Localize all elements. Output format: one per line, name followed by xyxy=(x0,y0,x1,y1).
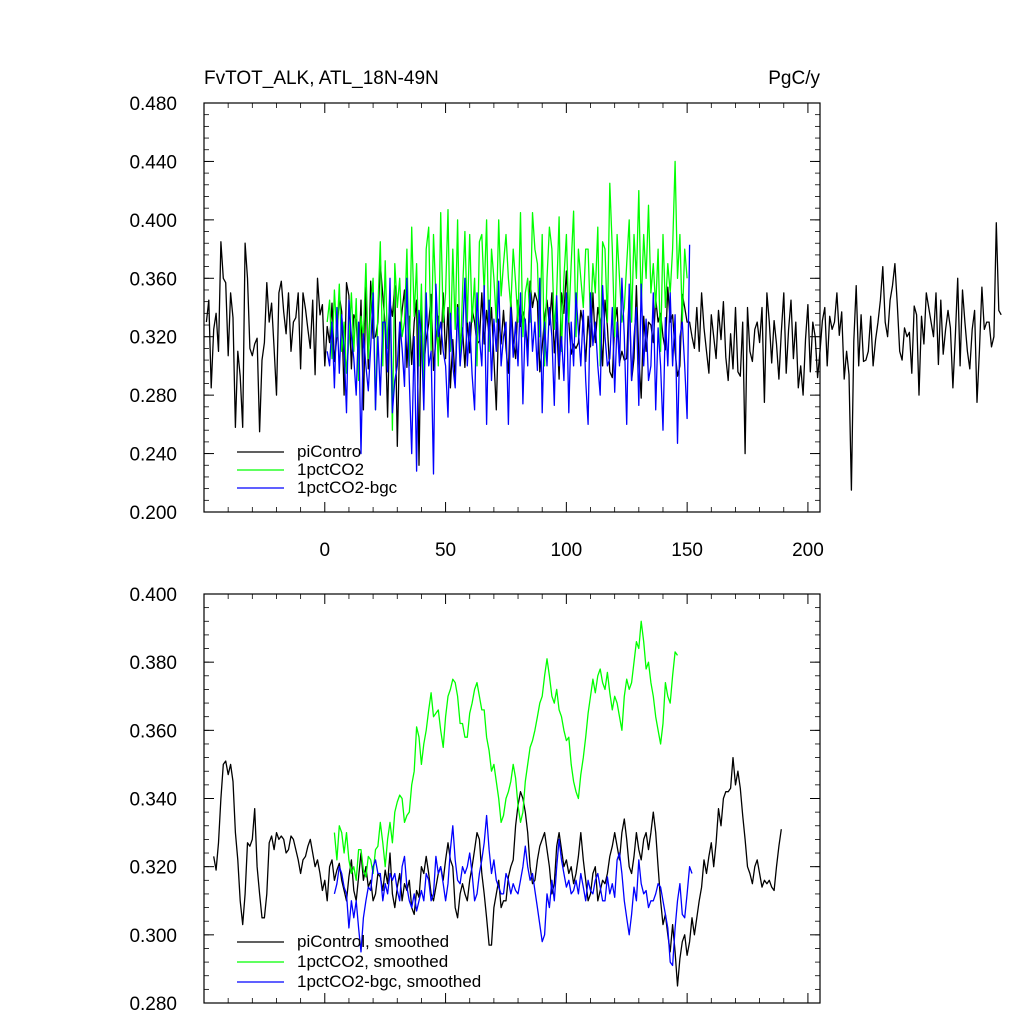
bottom-ytick-label: 0.340 xyxy=(129,790,177,811)
top-xtick-label: 200 xyxy=(792,540,824,561)
top-xtick-label: 0 xyxy=(319,540,330,561)
top-legend-label-1pctco2-bgc: 1pctCO2-bgc xyxy=(297,478,398,497)
bottom-ytick-label: 0.400 xyxy=(129,585,177,606)
top-series-1pctco2 xyxy=(326,160,688,431)
top-ytick-label: 0.240 xyxy=(129,445,177,466)
top-ytick-label: 0.480 xyxy=(129,94,177,115)
top-ytick-label: 0.320 xyxy=(129,328,177,349)
bottom-ytick-label: 0.380 xyxy=(129,653,177,674)
top-panel-title: FvTOT_ALK, ATL_18N-49N xyxy=(204,68,439,89)
top-legend: piContro 1pctCO2 1pctCO2-bgc xyxy=(237,442,398,497)
top-ytick-label: 0.400 xyxy=(129,211,177,232)
bottom-legend: piControl, smoothed 1pctCO2, smoothed 1p… xyxy=(237,932,481,991)
top-legend-label-picontrol: piContro xyxy=(297,442,361,461)
top-legend-label-1pctco2: 1pctCO2 xyxy=(297,460,364,479)
bottom-ytick-label: 0.360 xyxy=(129,721,177,742)
top-xtick-label: 50 xyxy=(435,540,456,561)
bottom-series-1pctco2-bgc-smoothed xyxy=(333,814,693,967)
top-panel-units: PgC/y xyxy=(768,68,820,89)
top-series-1pctco2-bgc xyxy=(326,244,691,475)
bottom-legend-label-1pctco2: 1pctCO2, smoothed xyxy=(297,952,448,971)
bottom-series-picontrol-smoothed xyxy=(213,756,782,987)
top-ytick-label: 0.360 xyxy=(129,269,177,290)
bottom-ytick-label: 0.300 xyxy=(129,926,177,947)
top-panel-frame xyxy=(203,102,821,513)
top-xtick-label: 150 xyxy=(671,540,703,561)
top-panel: FvTOT_ALK, ATL_18N-49N PgC/y 0.200 0.240 0… xyxy=(129,68,1002,561)
bottom-panel-frame xyxy=(203,593,821,1004)
bottom-panel: 0.280 0.300 0.320 0.340 0.360 0.380 0.400 piCo… xyxy=(129,585,821,1015)
bottom-ytick-label: 0.320 xyxy=(129,858,177,879)
bottom-series-1pctco2-smoothed xyxy=(333,620,679,881)
top-ytick-label: 0.200 xyxy=(129,503,177,524)
top-xtick-label: 100 xyxy=(551,540,583,561)
bottom-legend-label-picontrol: piControl, smoothed xyxy=(297,932,449,951)
top-ytick-label: 0.440 xyxy=(129,152,177,173)
bottom-legend-label-1pctco2-bgc: 1pctCO2-bgc, smoothed xyxy=(297,972,481,991)
bottom-ytick-label: 0.280 xyxy=(129,994,177,1015)
top-ytick-label: 0.280 xyxy=(129,386,177,407)
